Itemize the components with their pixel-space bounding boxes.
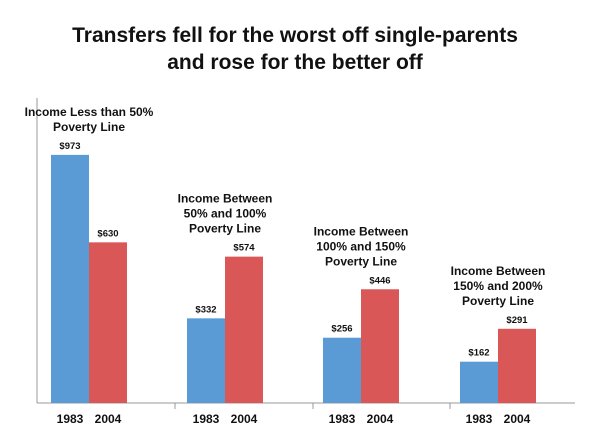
bar-group3-1983 xyxy=(323,337,361,403)
value-label-group4-1983: $162 xyxy=(468,348,489,359)
bar-group2-2004 xyxy=(225,256,263,403)
x-tick-label-group2-2004: 2004 xyxy=(231,412,258,426)
chart-title-line-1: Transfers fell for the worst off single-… xyxy=(72,24,518,47)
x-tick-label-group1-2004: 2004 xyxy=(95,412,122,426)
value-label-group2-2004: $574 xyxy=(233,243,255,254)
x-tick-label-group3-1983: 1983 xyxy=(329,412,356,426)
value-label-group2-1983: $332 xyxy=(195,304,216,315)
group-label-2-line-3: Poverty Line xyxy=(189,222,261,236)
x-tick-label-group1-1983: 1983 xyxy=(57,412,84,426)
group-label-2-line-2: 50% and 100% xyxy=(184,207,267,221)
group-label-3-line-1: Income Between xyxy=(314,224,409,238)
bar-group4-1983 xyxy=(460,361,498,403)
group-label-3-line-2: 100% and 150% xyxy=(316,239,406,253)
bar-group1-1983 xyxy=(51,154,89,403)
group-label-1-line-2: Poverty Line xyxy=(53,120,125,134)
x-tick-label-group4-1983: 1983 xyxy=(466,412,493,426)
value-label-group1-2004: $630 xyxy=(97,228,118,239)
value-label-group1-1983: $973 xyxy=(59,141,80,152)
x-tick-label-group3-2004: 2004 xyxy=(367,412,394,426)
bar-group2-1983 xyxy=(187,318,225,403)
value-label-group3-2004: $446 xyxy=(369,275,390,286)
bar-group1-2004 xyxy=(89,242,127,403)
group-label-2-line-1: Income Between xyxy=(178,192,273,206)
group-label-1-line-1: Income Less than 50% xyxy=(25,105,154,119)
value-label-group4-2004: $291 xyxy=(506,315,528,326)
group-label-4-line-2: 150% and 200% xyxy=(453,279,543,293)
bar-group3-2004 xyxy=(361,289,399,403)
group-label-4-line-3: Poverty Line xyxy=(462,294,534,308)
group-label-4-line-1: Income Between xyxy=(451,264,546,278)
x-tick-label-group2-1983: 1983 xyxy=(193,412,220,426)
bar-group4-2004 xyxy=(498,328,536,403)
value-label-group3-1983: $256 xyxy=(331,324,352,335)
chart-title: Transfers fell for the worst off single-… xyxy=(0,22,590,77)
x-tick-label-group4-2004: 2004 xyxy=(504,412,531,426)
group-label-3-line-3: Poverty Line xyxy=(325,254,397,268)
chart-title-line-2: and rose for the better off xyxy=(167,51,423,75)
